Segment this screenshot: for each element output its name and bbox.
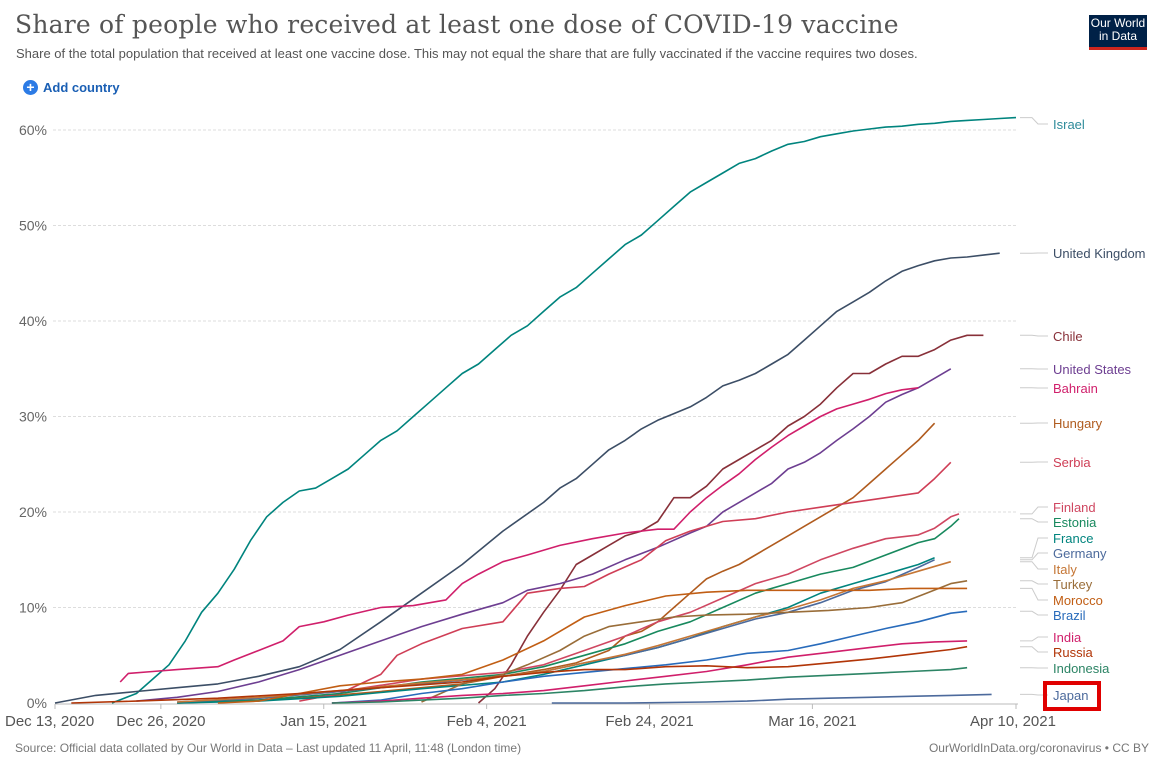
add-country-button[interactable]: + Add country — [23, 80, 120, 95]
series-line-chile — [477, 334, 984, 704]
source-link[interactable]: OurWorldInData.org/coronavirus • CC BY — [928, 741, 1149, 755]
end-label-brazil: Brazil — [1053, 608, 1086, 623]
series-line-russia — [71, 645, 968, 704]
y-tick-label: 40% — [19, 313, 47, 329]
y-tick-label: 0% — [27, 695, 47, 711]
label-connector — [1020, 552, 1048, 561]
add-country-label: Add country — [43, 80, 120, 95]
label-connector — [1020, 646, 1048, 653]
label-connector — [1020, 506, 1048, 515]
y-tick-label: 10% — [19, 600, 47, 616]
x-tick-label: Feb 4, 2021 — [447, 713, 527, 730]
series-line-serbia — [299, 461, 952, 702]
series-line-bahrain — [119, 387, 919, 683]
end-label-germany: Germany — [1053, 546, 1107, 561]
label-connector — [1020, 610, 1048, 616]
y-tick-label: 30% — [19, 409, 47, 425]
end-label-turkey: Turkey — [1053, 577, 1093, 592]
series-line-united-states — [136, 368, 952, 702]
highlight-box — [1043, 681, 1101, 711]
end-labels: Israel United Kingdom Chile United States Ba… — [1020, 117, 1146, 711]
y-axis-ticks: 0% 10% 20% 30% 40% 50% 60% — [19, 122, 47, 711]
x-tick-label: Dec 26, 2020 — [116, 713, 205, 730]
series-line-turkey — [421, 580, 968, 703]
y-tick-label: 50% — [19, 218, 47, 234]
label-connector — [1020, 580, 1048, 585]
x-axis: Dec 13, 2020 Dec 26, 2020 Jan 15, 2021 Feb … — [5, 703, 1056, 730]
series-line-indonesia — [331, 666, 968, 704]
series-line-israel — [111, 116, 1017, 704]
end-label-russia: Russia — [1053, 645, 1094, 660]
x-tick-label: Jan 15, 2021 — [280, 713, 367, 730]
logo-line-2: in Data — [1098, 29, 1138, 43]
end-label-united-states: United States — [1053, 362, 1132, 377]
end-label-estonia: Estonia — [1053, 515, 1097, 530]
chart-subtitle: Share of the total population that recei… — [16, 46, 918, 61]
x-tick-label: Mar 16, 2021 — [768, 713, 856, 730]
end-label-bahrain: Bahrain — [1053, 381, 1098, 396]
x-tick-label: Dec 13, 2020 — [5, 713, 94, 730]
logo-line-1: Our World — [1090, 16, 1146, 30]
series-line-france — [177, 557, 935, 704]
series-line-morocco — [217, 587, 968, 704]
end-label-morocco: Morocco — [1053, 593, 1103, 608]
plus-circle-icon: + — [23, 80, 38, 95]
end-label-finland: Finland — [1053, 500, 1096, 515]
owid-logo[interactable]: Our World in Data — [1089, 15, 1147, 50]
end-label-chile: Chile — [1053, 329, 1083, 344]
series-line-italy — [177, 560, 952, 703]
x-tick-label: Apr 10, 2021 — [970, 713, 1056, 730]
end-label-hungary: Hungary — [1053, 416, 1103, 431]
end-label-japan: Japan — [1053, 688, 1088, 703]
end-label-france: France — [1053, 531, 1093, 546]
series-line-united-kingdom — [54, 252, 1000, 704]
series-line-brazil — [331, 610, 968, 704]
x-tick-label: Feb 24, 2021 — [605, 713, 693, 730]
series-line-hungary — [217, 422, 936, 703]
end-label-united-kingdom: United Kingdom — [1053, 246, 1146, 261]
label-connector — [1020, 518, 1048, 523]
chart-title: Share of people who received at least on… — [15, 10, 899, 39]
end-label-india: India — [1053, 630, 1082, 645]
y-tick-label: 20% — [19, 504, 47, 520]
series-line-germany — [177, 559, 935, 703]
label-connector — [1020, 537, 1048, 559]
series-lines — [54, 116, 1017, 704]
end-label-indonesia: Indonesia — [1053, 661, 1110, 676]
series-line-india — [331, 640, 968, 704]
label-connector — [1020, 334, 1048, 337]
end-label-italy: Italy — [1053, 562, 1077, 577]
label-connector — [1020, 636, 1048, 642]
source-note: Source: Official data collated by Our Wo… — [15, 741, 522, 755]
label-connector — [1020, 561, 1048, 570]
series-line-japan — [551, 693, 992, 704]
label-connector — [1020, 117, 1048, 125]
end-label-serbia: Serbia — [1053, 455, 1091, 470]
grid-lines — [53, 129, 1018, 608]
y-tick-label: 60% — [19, 122, 47, 138]
label-connector — [1020, 587, 1048, 601]
end-label-israel: Israel — [1053, 117, 1085, 132]
